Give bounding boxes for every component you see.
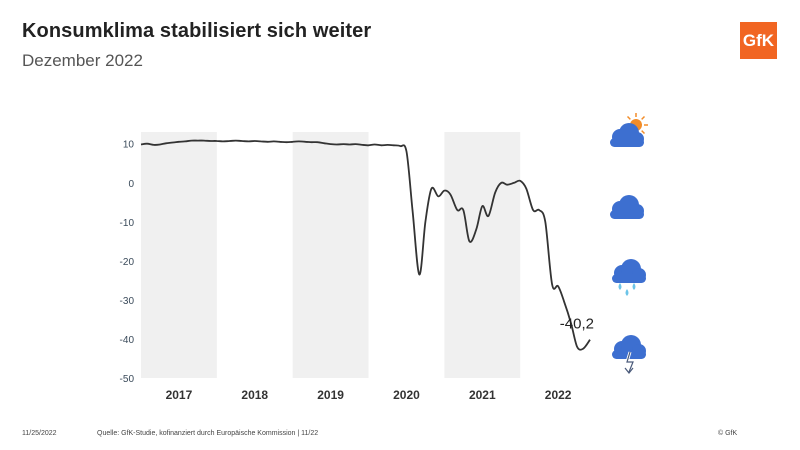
sun-ray: [626, 115, 631, 120]
x-tick-label: 2021: [469, 388, 496, 402]
y-tick-label: -50: [120, 374, 135, 385]
rain-drop: [632, 283, 636, 290]
y-tick-label: -30: [120, 296, 135, 307]
year-band-2021: [444, 132, 521, 378]
down-arrow-icon: [626, 351, 634, 373]
x-tick-label: 2017: [166, 388, 193, 402]
x-tick-label: 2020: [393, 388, 420, 402]
year-band-2019: [292, 132, 369, 378]
rain-drop: [625, 289, 629, 296]
y-tick-label: 10: [123, 140, 135, 151]
footer-date: 11/25/2022: [22, 430, 57, 437]
x-tick-label: 2019: [317, 388, 344, 402]
series-line: [140, 139, 591, 351]
y-tick-label: -40: [120, 335, 135, 346]
y-tick-label: -20: [120, 257, 135, 268]
rain-cloud-icon: [612, 259, 646, 283]
sun-cloud-icon: [610, 123, 644, 147]
page-subtitle: Dezember 2022: [22, 51, 143, 70]
page-title: Konsumklima stabilisiert sich weiter: [22, 20, 372, 42]
x-tick-label: 2022: [545, 388, 572, 402]
sun-ray: [641, 130, 646, 135]
year-band-2017: [141, 132, 217, 378]
cloud-icon: [610, 195, 644, 219]
gfk-logo: GfK: [740, 22, 777, 59]
y-tick-label: 0: [128, 179, 134, 190]
arrow-head-icon: [624, 367, 634, 374]
rain-drop: [618, 283, 622, 290]
last-value-label: -40,2: [560, 316, 594, 333]
x-tick-label: 2018: [241, 388, 268, 402]
footer-source: Quelle: GfK-Studie, kofinanziert durch E…: [97, 430, 319, 437]
footer-copyright: © GfK: [718, 430, 738, 437]
sun-ray: [641, 115, 646, 120]
y-tick-label: -10: [120, 218, 135, 229]
